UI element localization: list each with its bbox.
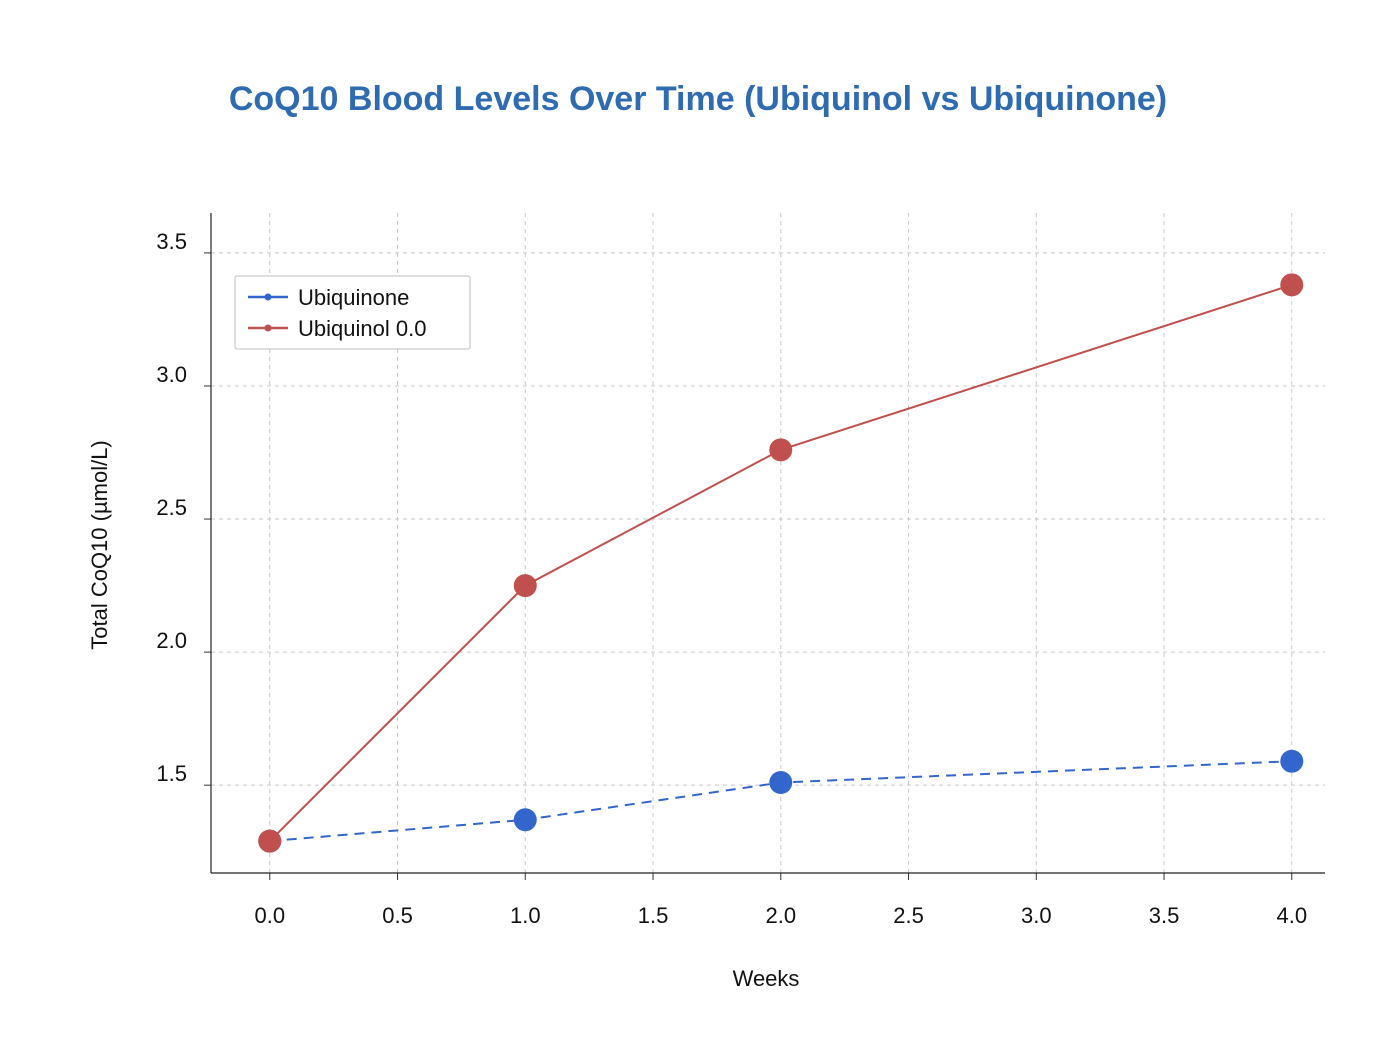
x-tick-label: 2.0 bbox=[765, 903, 796, 928]
series-layer bbox=[258, 273, 1304, 853]
y-tick-label: 1.5 bbox=[156, 761, 187, 786]
data-point bbox=[258, 829, 282, 853]
legend-swatch-marker bbox=[264, 324, 272, 332]
x-tick-label: 1.5 bbox=[638, 903, 669, 928]
x-tick-label: 0.0 bbox=[254, 903, 285, 928]
legend-label: Ubiquinone bbox=[298, 285, 409, 310]
data-point bbox=[513, 808, 537, 832]
legend-label: Ubiquinol 0.0 bbox=[298, 316, 426, 341]
y-axis-label: Total CoQ10 (µmol/L) bbox=[87, 440, 112, 650]
legend: Ubiquinone Ubiquinol 0.0 bbox=[234, 275, 471, 350]
data-point bbox=[769, 438, 793, 462]
x-tick-label: 0.5 bbox=[382, 903, 413, 928]
x-tick-label: 4.0 bbox=[1276, 903, 1307, 928]
data-point bbox=[1280, 749, 1304, 773]
legend-swatch-marker bbox=[264, 293, 272, 301]
series-line-ubiquinol-0-0 bbox=[269, 283, 1293, 842]
legend-box bbox=[234, 275, 471, 350]
x-tick-label: 3.5 bbox=[1149, 903, 1180, 928]
data-point bbox=[769, 771, 793, 795]
x-axis-label: Weeks bbox=[733, 966, 800, 991]
grid bbox=[211, 213, 1325, 873]
x-tick-label: 2.5 bbox=[893, 903, 924, 928]
data-point bbox=[1280, 273, 1304, 297]
y-tick-label: 3.0 bbox=[156, 362, 187, 387]
data-point bbox=[513, 574, 537, 598]
series-line-ubiquinone bbox=[269, 760, 1292, 843]
x-tick-label: 1.0 bbox=[510, 903, 541, 928]
axes: 0.0 0.5 1.0 1.5 2.0 2.5 3.0 3.5 4.0 1.5 2.0 2.5 3.0 3… bbox=[156, 213, 1325, 928]
y-tick-label: 2.0 bbox=[156, 628, 187, 653]
y-tick-label: 2.5 bbox=[156, 495, 187, 520]
x-tick-label: 3.0 bbox=[1021, 903, 1052, 928]
chart-title: CoQ10 Blood Levels Over Time (Ubiquinol … bbox=[229, 80, 1167, 118]
y-tick-label: 3.5 bbox=[156, 229, 187, 254]
